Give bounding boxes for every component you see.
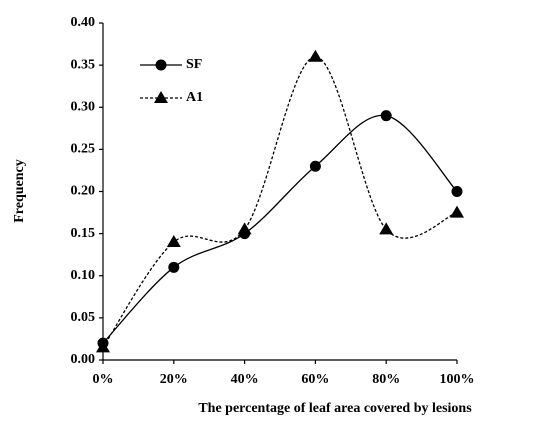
legend-marker [154,91,168,103]
x-axis-label: The percentage of leaf area covered by l… [198,401,472,416]
data-point [166,235,181,248]
y-tick-label: 0.25 [71,142,96,157]
x-tick-label: 0% [93,372,114,387]
y-tick-label: 0.20 [71,184,96,199]
y-tick-label: 0.05 [71,310,96,325]
x-tick-label: 100% [440,372,475,387]
data-point [168,261,180,273]
y-tick-label: 0.10 [71,268,96,283]
data-point [379,222,394,235]
data-point [450,205,464,218]
y-axis-label: Frequency [12,159,27,223]
series-line [102,114,458,344]
x-tick-label: 60% [301,372,329,387]
legend-label: A1 [186,90,203,105]
y-tick-label: 0.15 [71,226,96,241]
data-point [309,160,321,172]
x-tick-label: 80% [372,372,400,387]
data-point [96,340,110,353]
x-tick-label: 40% [231,372,259,387]
y-tick-label: 0.35 [71,57,96,72]
legend-label: SF [186,57,202,72]
legend-marker [155,59,167,71]
y-tick-label: 0.40 [71,15,96,30]
data-point [451,186,463,197]
data-point [380,110,392,122]
data-point [237,222,252,235]
data-point [308,49,323,62]
x-tick-label: 20% [160,372,188,387]
y-tick-label: 0.30 [71,99,96,114]
y-tick-label: 0.00 [71,352,96,367]
